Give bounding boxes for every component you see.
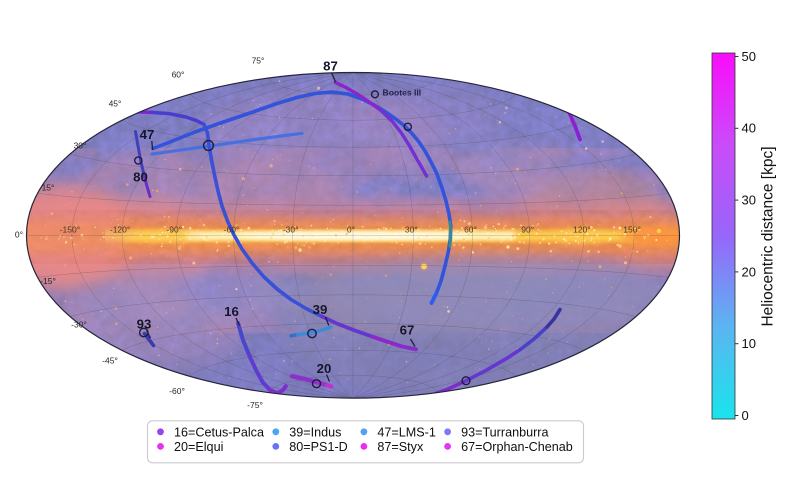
svg-text:-30°: -30°: [71, 320, 87, 330]
svg-text:10: 10: [742, 336, 756, 351]
svg-text:150°: 150°: [623, 225, 641, 235]
svg-text:40: 40: [742, 121, 756, 136]
svg-text:30°: 30°: [405, 225, 418, 235]
svg-text:93: 93: [137, 317, 152, 332]
svg-text:47=LMS-1: 47=LMS-1: [377, 425, 435, 439]
svg-text:87=Styx: 87=Styx: [377, 440, 424, 454]
svg-text:30: 30: [742, 193, 756, 208]
svg-text:0°: 0°: [347, 225, 355, 235]
svg-text:60°: 60°: [172, 70, 185, 80]
svg-text:50: 50: [742, 49, 756, 64]
svg-text:39=Indus: 39=Indus: [289, 425, 341, 439]
svg-text:Heliocentric distance [kpc]: Heliocentric distance [kpc]: [760, 146, 777, 326]
svg-text:-15°: -15°: [40, 276, 56, 286]
svg-text:-75°: -75°: [247, 400, 263, 410]
svg-text:20=Elqui: 20=Elqui: [174, 440, 223, 454]
svg-text:-45°: -45°: [102, 356, 118, 366]
svg-text:20: 20: [317, 361, 332, 376]
svg-text:93=Turranburra: 93=Turranburra: [461, 425, 548, 439]
svg-text:20: 20: [742, 264, 756, 279]
svg-text:0: 0: [742, 408, 749, 423]
svg-text:67: 67: [400, 323, 415, 338]
svg-text:15°: 15°: [42, 183, 55, 193]
svg-text:120°: 120°: [573, 225, 591, 235]
svg-text:87: 87: [323, 59, 338, 74]
svg-text:75°: 75°: [252, 56, 265, 66]
svg-text:-90°: -90°: [166, 225, 182, 235]
svg-text:30°: 30°: [74, 141, 87, 151]
svg-text:67=Orphan-Chenab: 67=Orphan-Chenab: [461, 440, 573, 454]
svg-text:16=Cetus-Palca: 16=Cetus-Palca: [174, 425, 264, 439]
svg-text:80: 80: [133, 170, 148, 185]
svg-text:-120°: -120°: [110, 225, 130, 235]
svg-text:39: 39: [313, 302, 328, 317]
svg-text:Bootes III: Bootes III: [383, 88, 422, 98]
svg-text:-150°: -150°: [60, 225, 80, 235]
svg-text:45°: 45°: [109, 99, 122, 109]
svg-text:90°: 90°: [521, 225, 534, 235]
svg-text:0°: 0°: [15, 230, 23, 240]
svg-text:60°: 60°: [464, 225, 477, 235]
svg-text:80=PS1-D: 80=PS1-D: [289, 440, 347, 454]
svg-text:-60°: -60°: [224, 225, 240, 235]
svg-text:-60°: -60°: [169, 386, 185, 396]
svg-text:47: 47: [140, 127, 155, 142]
svg-text:-30°: -30°: [283, 225, 299, 235]
svg-text:16: 16: [224, 304, 239, 319]
